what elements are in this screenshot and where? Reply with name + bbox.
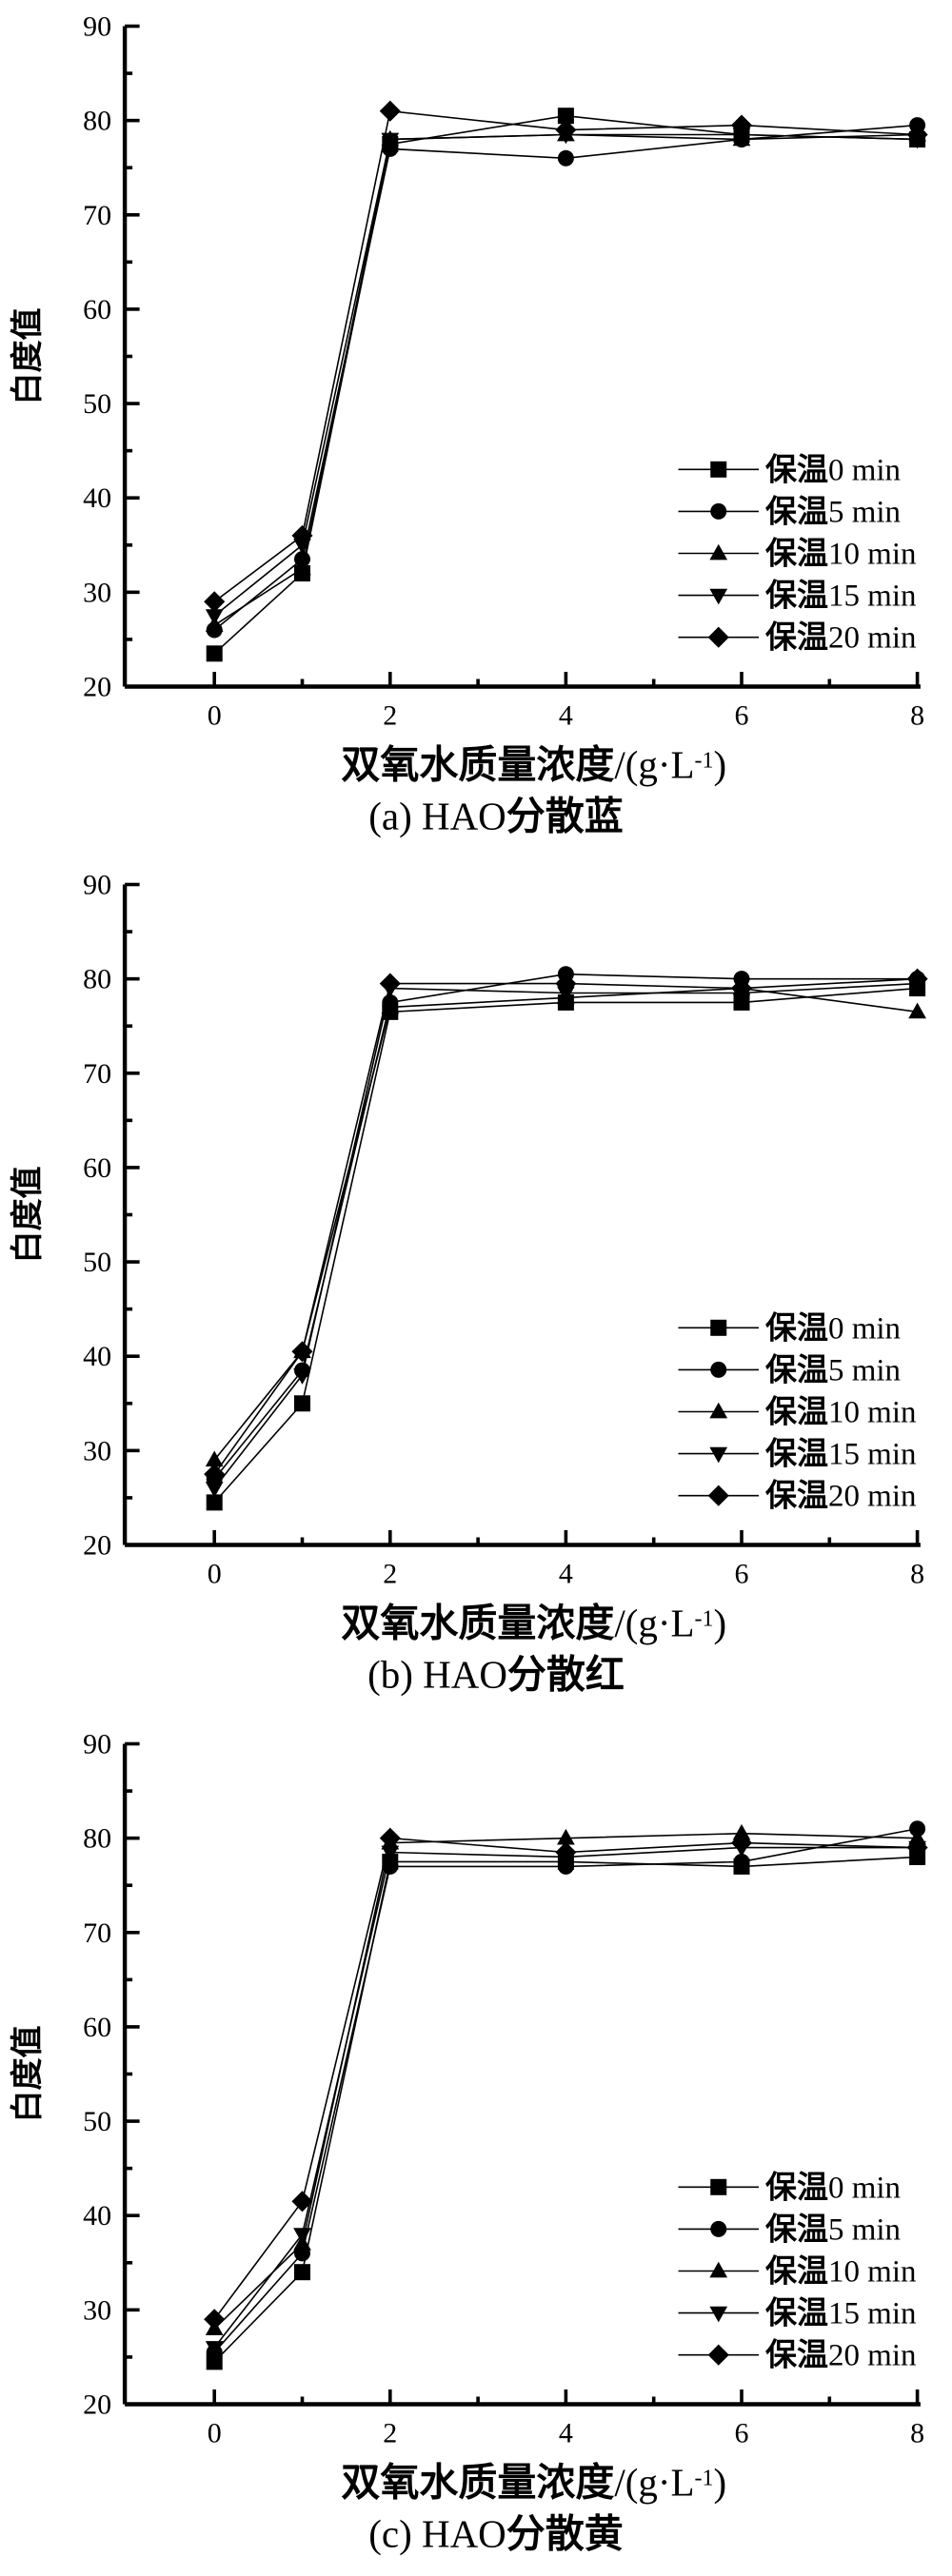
svg-text:70: 70 — [83, 1058, 111, 1090]
svg-text:(c) HAO分散黄: (c) HAO分散黄 — [368, 2511, 624, 2555]
svg-text:50: 50 — [83, 388, 111, 420]
svg-text:70: 70 — [83, 200, 111, 231]
svg-text:20: 20 — [83, 2389, 111, 2420]
svg-text:60: 60 — [83, 294, 111, 325]
svg-text:4: 4 — [559, 2417, 573, 2448]
svg-text:保温20 min: 保温20 min — [765, 620, 917, 656]
svg-text:40: 40 — [83, 1342, 111, 1373]
svg-text:保温0 min: 保温0 min — [765, 1311, 901, 1347]
svg-text:保温15 min: 保温15 min — [765, 579, 917, 614]
svg-text:30: 30 — [83, 1436, 111, 1467]
svg-text:0: 0 — [208, 1559, 222, 1590]
svg-text:2: 2 — [383, 1559, 397, 1590]
svg-text:保温0 min: 保温0 min — [765, 452, 901, 487]
svg-text:20: 20 — [83, 1530, 111, 1562]
svg-text:6: 6 — [734, 2417, 748, 2448]
svg-text:80: 80 — [83, 964, 111, 995]
svg-text:0: 0 — [208, 2417, 222, 2448]
svg-text:80: 80 — [83, 1822, 111, 1854]
svg-text:8: 8 — [910, 1559, 924, 1590]
svg-text:保温5 min: 保温5 min — [765, 1353, 901, 1388]
svg-text:4: 4 — [559, 1559, 573, 1590]
svg-text:保温5 min: 保温5 min — [765, 2212, 901, 2247]
svg-text:0: 0 — [208, 699, 222, 731]
svg-text:双氧水质量浓度/(g·L-1): 双氧水质量浓度/(g·L-1) — [341, 1602, 726, 1645]
svg-text:50: 50 — [83, 2106, 111, 2137]
svg-text:20: 20 — [83, 671, 111, 702]
svg-text:30: 30 — [83, 2294, 111, 2326]
svg-text:40: 40 — [83, 2200, 111, 2232]
svg-text:保温10 min: 保温10 min — [765, 1395, 917, 1430]
svg-text:白度值: 白度值 — [10, 2025, 46, 2122]
svg-text:50: 50 — [83, 1247, 111, 1278]
svg-text:保温15 min: 保温15 min — [765, 1437, 917, 1472]
svg-text:保温0 min: 保温0 min — [765, 2170, 901, 2205]
svg-text:保温20 min: 保温20 min — [765, 2337, 917, 2372]
svg-text:70: 70 — [83, 1917, 111, 1948]
svg-text:4: 4 — [559, 699, 573, 731]
svg-text:2: 2 — [383, 2417, 397, 2448]
svg-text:30: 30 — [83, 577, 111, 608]
svg-text:(a) HAO分散蓝: (a) HAO分散蓝 — [368, 794, 624, 837]
svg-text:40: 40 — [83, 482, 111, 514]
svg-text:保温15 min: 保温15 min — [765, 2295, 917, 2330]
svg-text:白度值: 白度值 — [10, 1167, 46, 1264]
svg-text:保温10 min: 保温10 min — [765, 536, 917, 571]
svg-text:6: 6 — [734, 699, 748, 731]
svg-text:2: 2 — [383, 699, 397, 731]
svg-text:60: 60 — [83, 2012, 111, 2043]
svg-text:80: 80 — [83, 106, 111, 137]
svg-text:白度值: 白度值 — [10, 308, 46, 405]
svg-text:保温5 min: 保温5 min — [765, 494, 901, 529]
svg-text:保温10 min: 保温10 min — [765, 2253, 917, 2289]
svg-text:6: 6 — [734, 1559, 748, 1590]
svg-text:90: 90 — [83, 870, 111, 901]
svg-text:(b) HAO分散红: (b) HAO分散红 — [367, 1653, 625, 1697]
svg-text:8: 8 — [910, 2417, 924, 2448]
svg-text:保温20 min: 保温20 min — [765, 1479, 917, 1514]
svg-text:8: 8 — [910, 699, 924, 731]
svg-text:双氧水质量浓度/(g·L-1): 双氧水质量浓度/(g·L-1) — [341, 742, 726, 786]
svg-text:双氧水质量浓度/(g·L-1): 双氧水质量浓度/(g·L-1) — [341, 2460, 726, 2504]
svg-text:60: 60 — [83, 1152, 111, 1184]
svg-text:90: 90 — [83, 10, 111, 42]
svg-text:90: 90 — [83, 1728, 111, 1760]
